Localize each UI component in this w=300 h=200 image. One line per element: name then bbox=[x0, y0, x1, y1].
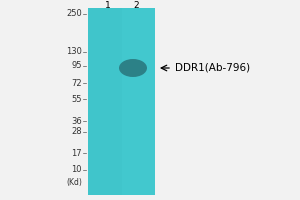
Text: 17: 17 bbox=[71, 148, 82, 158]
Text: 72: 72 bbox=[71, 78, 82, 88]
Bar bbox=[88, 8, 122, 195]
Text: 36: 36 bbox=[71, 116, 82, 126]
Ellipse shape bbox=[119, 59, 147, 77]
Text: 95: 95 bbox=[71, 62, 82, 71]
Text: 250: 250 bbox=[66, 9, 82, 19]
Text: (Kd): (Kd) bbox=[66, 178, 82, 188]
Text: 1: 1 bbox=[105, 1, 111, 10]
Text: 130: 130 bbox=[66, 47, 82, 56]
Text: 28: 28 bbox=[71, 128, 82, 136]
Bar bbox=[88, 8, 155, 195]
Text: 2: 2 bbox=[133, 1, 139, 10]
Text: 10: 10 bbox=[71, 166, 82, 174]
Text: DDR1(Ab-796): DDR1(Ab-796) bbox=[175, 63, 250, 73]
Text: 55: 55 bbox=[71, 95, 82, 104]
